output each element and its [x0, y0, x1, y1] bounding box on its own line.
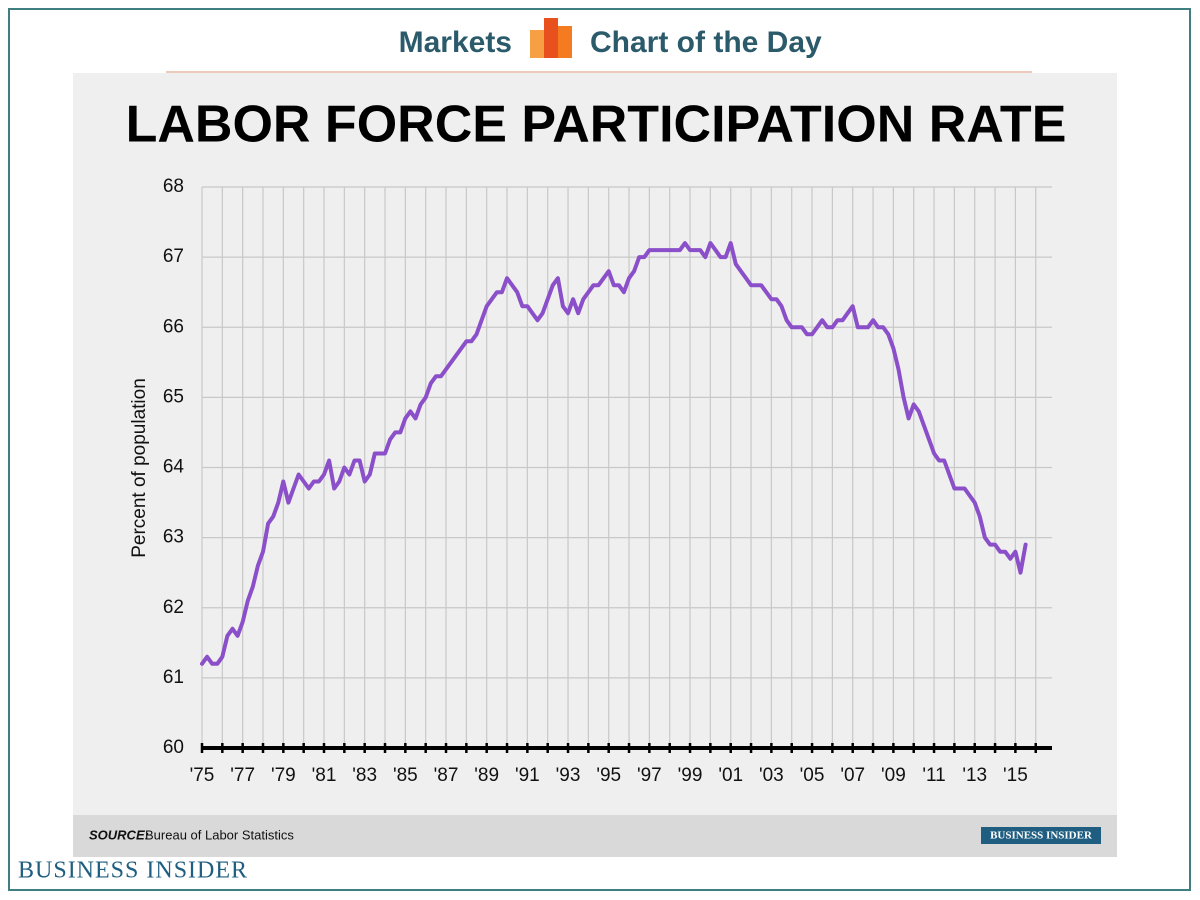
x-tick-label: '11: [922, 765, 945, 786]
badge-text: BUSINESS INSIDER: [990, 830, 1093, 842]
x-tick-label: '85: [393, 765, 418, 786]
x-tick-label: '99: [678, 765, 703, 786]
y-tick-label: 68: [163, 176, 184, 197]
y-tick-label: 63: [163, 527, 184, 548]
source-text: Bureau of Labor Statistics: [145, 827, 294, 842]
x-tick-label: '83: [352, 765, 377, 786]
y-tick-label: 65: [163, 386, 184, 407]
x-tick-label: '77: [230, 765, 255, 786]
x-tick-label: '03: [759, 765, 784, 786]
x-tick-label: '97: [637, 765, 662, 786]
x-tick-label: '05: [800, 765, 825, 786]
plot: 60 61 62 63 64 65 66 67 68 '75 '77 '79 '81 '83 '85 '87 '…: [163, 176, 1052, 786]
logo: [530, 18, 572, 58]
chart-panel: [73, 73, 1117, 857]
y-tick-label: 62: [163, 597, 184, 618]
x-tick-label: '79: [271, 765, 296, 786]
x-tick-label: '93: [556, 765, 581, 786]
logo-bar: [558, 26, 572, 58]
y-tick-label: 67: [163, 246, 184, 267]
x-tick-label: '13: [962, 765, 987, 786]
y-tick-label: 64: [163, 457, 185, 478]
logo-bar: [530, 30, 544, 58]
y-axis-label: Percent of population: [129, 378, 150, 558]
x-tick-label: '91: [515, 765, 540, 786]
x-tick-label: '07: [840, 765, 865, 786]
source-bar: [73, 815, 1117, 857]
x-tick-label: '01: [718, 765, 743, 786]
chart-title: LABOR FORCE PARTICIPATION RATE: [126, 96, 1067, 154]
x-tick-label: '09: [881, 765, 906, 786]
x-tick-label: '87: [434, 765, 459, 786]
x-tick-label: '89: [474, 765, 499, 786]
footer-brand: BUSINESS INSIDER: [18, 858, 248, 884]
header-left: Markets: [399, 26, 512, 59]
x-tick-label: '75: [190, 765, 215, 786]
logo-bar: [544, 18, 558, 58]
x-tick-label: '15: [1003, 765, 1028, 786]
y-tick-label: 61: [163, 667, 184, 688]
header-right: Chart of the Day: [590, 26, 822, 59]
x-tick-label: '81: [312, 765, 337, 786]
x-tick-label: '95: [596, 765, 621, 786]
y-tick-label: 60: [163, 737, 184, 758]
badge-box: [981, 827, 1101, 844]
y-tick-label: 66: [163, 316, 184, 337]
data-line: [200, 241, 1028, 666]
source-label: SOURCE:: [89, 827, 149, 842]
